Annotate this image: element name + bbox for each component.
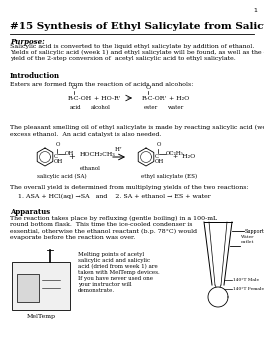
Text: 140°T Male: 140°T Male [233, 278, 259, 282]
Text: Water
outlet: Water outlet [241, 235, 254, 244]
Text: Esters are formed from the reaction of acids and alcohols:: Esters are formed from the reaction of a… [10, 82, 193, 87]
Text: The overall yield is determined from multiplying yields of the two reactions:: The overall yield is determined from mul… [10, 185, 249, 190]
Text: Introduction: Introduction [10, 72, 60, 80]
Text: ethyl salicylate (ES): ethyl salicylate (ES) [141, 174, 197, 179]
Text: Melting points of acetyl: Melting points of acetyl [78, 252, 144, 257]
Text: excess ethanol.  An acid catalyst is also needed.: excess ethanol. An acid catalyst is also… [10, 132, 162, 137]
Text: salicylic acid (SA): salicylic acid (SA) [37, 174, 87, 179]
Text: R-C-OH: R-C-OH [68, 95, 92, 101]
Text: Purpose:: Purpose: [10, 38, 47, 46]
Text: acid: acid [69, 105, 81, 110]
Text: ester: ester [144, 105, 158, 110]
Text: 1: 1 [253, 8, 257, 13]
Text: C: C [155, 153, 159, 159]
Text: ethanol: ethanol [79, 166, 100, 171]
Text: 1. ASA + HCl(aq) →SA   and    2. SA + ethanol → ES + water: 1. ASA + HCl(aq) →SA and 2. SA + ethanol… [18, 194, 211, 199]
Text: +  H₂O: + H₂O [173, 154, 195, 160]
Text: OH: OH [65, 151, 74, 156]
Text: +: + [69, 153, 76, 161]
Text: round bottom flask.  This time the ice-cooled condenser is: round bottom flask. This time the ice-co… [10, 222, 192, 227]
Text: Salicylic acid is converted to the liquid ethyl salicylate by addition of ethano: Salicylic acid is converted to the liqui… [10, 44, 264, 61]
Text: demonstrate.: demonstrate. [78, 288, 115, 293]
Text: O: O [145, 85, 150, 90]
Text: H⁺: H⁺ [115, 147, 123, 152]
Text: acid (dried from week 1) are: acid (dried from week 1) are [78, 264, 158, 269]
Text: essential, otherwise the ethanol reactant (b.p. 78°C) would: essential, otherwise the ethanol reactan… [10, 229, 197, 234]
Text: 140°T Female: 140°T Female [233, 287, 264, 291]
Text: + HO-R': + HO-R' [94, 95, 120, 101]
Bar [17, 274, 39, 302]
Text: evaporate before the reaction was over.: evaporate before the reaction was over. [10, 236, 135, 240]
Text: OC₂H₅: OC₂H₅ [166, 151, 183, 156]
Text: taken with MelTemp devices.: taken with MelTemp devices. [78, 270, 160, 275]
Text: The reaction takes place by refluxing (gentle boiling) in a 100-mL: The reaction takes place by refluxing (g… [10, 216, 217, 221]
Text: The pleasant smelling oil of ethyl salicylate is made by reacting salicylic acid: The pleasant smelling oil of ethyl salic… [10, 125, 264, 130]
Text: water: water [168, 105, 184, 110]
Text: MelTemp: MelTemp [26, 314, 55, 319]
Text: OH: OH [54, 159, 63, 164]
Text: O: O [157, 143, 161, 148]
Text: R-C-OR': R-C-OR' [142, 95, 167, 101]
Text: OH: OH [155, 159, 164, 164]
Text: Support: Support [245, 229, 264, 234]
Text: your instructor will: your instructor will [78, 282, 132, 287]
Text: + H₂O: + H₂O [169, 95, 189, 101]
Text: HOCH₂CH₃: HOCH₂CH₃ [80, 152, 116, 158]
Text: C: C [54, 153, 58, 159]
Text: If you have never used one: If you have never used one [78, 276, 153, 281]
Text: #15 Synthesis of Ethyl Salicylate from Salicylic Acid: #15 Synthesis of Ethyl Salicylate from S… [10, 22, 264, 31]
Text: alcohol: alcohol [91, 105, 111, 110]
Text: Apparatus: Apparatus [10, 208, 50, 216]
Text: O: O [56, 143, 60, 148]
Text: salicylic acid and salicylic: salicylic acid and salicylic [78, 258, 150, 263]
Text: O: O [72, 85, 77, 90]
Bar [12, 262, 70, 310]
